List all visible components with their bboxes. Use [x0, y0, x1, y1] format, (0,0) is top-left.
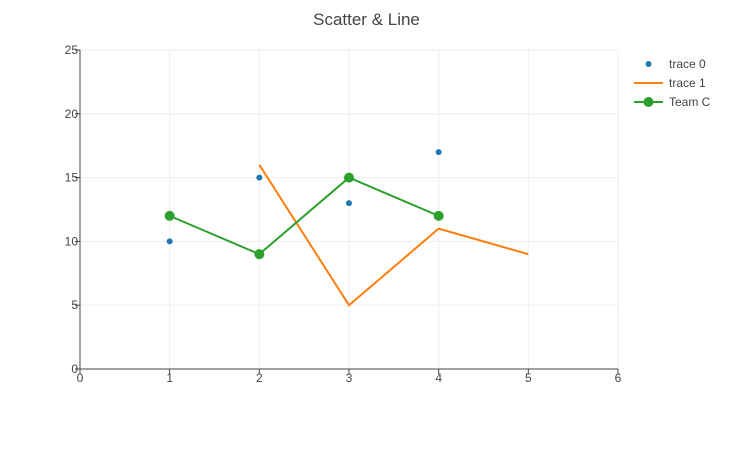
x-tick-label: 2 — [256, 371, 263, 385]
x-tick-label: 5 — [525, 371, 532, 385]
data-point — [433, 210, 444, 221]
legend-label: trace 1 — [669, 76, 706, 90]
legend-label: trace 0 — [669, 57, 706, 71]
legend[interactable]: trace 0 trace 1 Team C — [634, 57, 711, 109]
x-tick-label: 4 — [435, 371, 442, 385]
series-trace-0 — [166, 149, 442, 245]
x-tick-label: 1 — [166, 371, 173, 385]
legend-label: Team C — [669, 95, 711, 109]
y-tick-label: 5 — [71, 298, 78, 312]
data-point — [256, 174, 263, 181]
series-line — [169, 176, 440, 256]
y-tick-label: 15 — [65, 171, 79, 185]
legend-item[interactable]: trace 0 — [645, 57, 707, 71]
x-tick-label: 3 — [346, 371, 353, 385]
data-point — [435, 149, 442, 156]
y-tick-label: 0 — [71, 362, 78, 376]
axes: 0 1 2 3 4 5 6 0 5 10 15 20 25 — [65, 43, 622, 385]
y-tick-label: 10 — [65, 234, 79, 248]
gridlines — [80, 49, 619, 369]
legend-marker-swatch — [643, 97, 654, 107]
data-point — [254, 249, 265, 260]
y-tick-label: 20 — [65, 107, 79, 121]
series-line — [258, 164, 529, 307]
legend-item[interactable]: Team C — [634, 95, 711, 109]
y-tick-label: 25 — [65, 43, 79, 57]
legend-marker-swatch — [645, 61, 652, 67]
plot-area — [164, 149, 529, 307]
chart-title: Scatter & Line — [313, 10, 420, 29]
x-tick-label: 6 — [615, 371, 622, 385]
series-team-c — [164, 172, 444, 260]
data-point — [344, 172, 354, 183]
data-point — [164, 210, 175, 221]
legend-item[interactable]: trace 1 — [634, 76, 706, 90]
x-tick-label: 0 — [77, 371, 84, 385]
series-trace-1 — [258, 164, 529, 307]
data-point — [166, 238, 173, 245]
data-point — [346, 200, 352, 207]
